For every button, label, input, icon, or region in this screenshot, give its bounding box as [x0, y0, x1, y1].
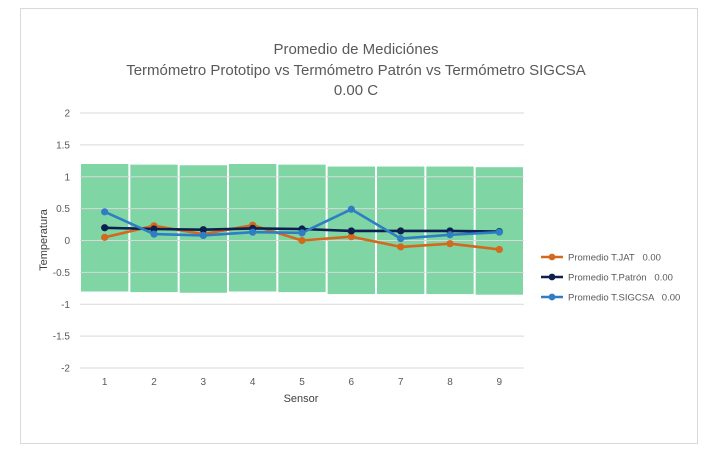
data-point — [495, 245, 503, 254]
data-point — [397, 234, 405, 243]
y-tick-label: -1 — [61, 300, 70, 311]
data-point — [199, 231, 207, 239]
data-point — [199, 226, 207, 234]
y-tick-label: -1.5 — [53, 332, 71, 343]
data-point — [397, 243, 405, 251]
legend-label: Promedio T.Patrón 0.00 — [568, 273, 673, 284]
x-tick-label: 7 — [398, 377, 404, 388]
data-point — [101, 224, 109, 232]
data-point — [446, 231, 454, 239]
y-tick-label: 0 — [64, 236, 70, 247]
x-tick-label: 6 — [349, 377, 355, 388]
x-tick-label: 4 — [250, 377, 256, 388]
data-point — [347, 205, 355, 213]
x-tick-label: 3 — [201, 377, 207, 388]
x-tick-label: 8 — [447, 377, 453, 388]
data-point — [347, 233, 355, 241]
data-point — [347, 227, 355, 235]
y-tick-label: 1 — [64, 172, 70, 183]
data-point — [397, 227, 405, 235]
x-tick-label: 2 — [151, 377, 157, 388]
y-tick-label: 0.5 — [56, 204, 70, 215]
data-point — [298, 236, 306, 245]
y-tick-label: -2 — [61, 364, 70, 375]
chart-title: Promedio de Mediciónes — [273, 41, 438, 58]
data-point — [150, 230, 158, 238]
data-point — [150, 225, 158, 233]
legend-label: Promedio T.JAT 0.00 — [568, 253, 661, 264]
legend-marker — [548, 293, 556, 301]
legend-marker — [548, 253, 556, 261]
legend-marker — [548, 273, 556, 281]
x-tick-label: 1 — [102, 377, 108, 388]
x-axis-title: Sensor — [284, 393, 319, 405]
data-point — [495, 228, 503, 236]
x-tick-label: 9 — [497, 377, 503, 388]
data-point — [101, 233, 109, 241]
data-point — [446, 240, 454, 248]
y-tick-label: 1.5 — [56, 140, 70, 151]
chart-subtitle: Termómetro Prototipo vs Termómetro Patró… — [126, 62, 586, 79]
y-tick-label: 2 — [64, 109, 70, 120]
data-point — [101, 208, 109, 216]
x-tick-label: 5 — [299, 377, 305, 388]
data-point — [249, 228, 257, 236]
chart-subtitle-value: 0.00 C — [334, 82, 378, 99]
y-axis-title: Temperatura — [38, 208, 50, 271]
data-point — [298, 229, 306, 237]
legend-label: Promedio T.SIGCSA 0.00 — [568, 293, 680, 304]
y-tick-label: -0.5 — [53, 268, 71, 279]
